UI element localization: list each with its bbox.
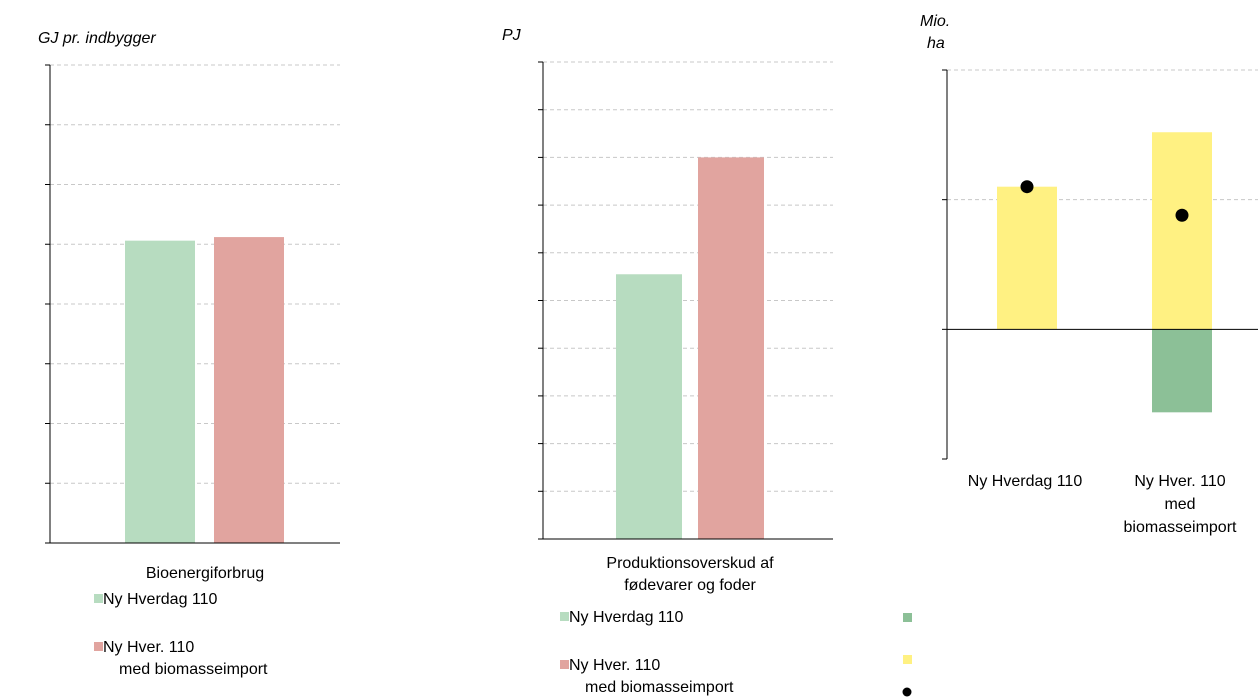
legend-label: Ny Hver. 110 — [569, 657, 660, 674]
chart2-category-labels: Produktionsoverskud af fødevarer og foder — [606, 555, 774, 594]
chart-bioenergiforbrug: GJ pr. indbygger Bioenergiforbrug Ny Hve… — [38, 30, 340, 678]
chart2-y-axis-title: PJ — [502, 27, 522, 44]
netto-dot — [1020, 180, 1034, 194]
chart1-gridlines — [50, 64, 340, 484]
y-axis-title-line: ha — [927, 35, 945, 52]
legend-label: Ny Hver. 110 — [103, 639, 194, 656]
chart1-legend: Ny Hverdag 110 Ny Hver. 110 med biomasseim… — [94, 591, 268, 678]
chart1-axes — [45, 64, 340, 544]
chart1-y-axis-title: GJ pr. indbygger — [38, 30, 156, 47]
legend-swatch — [903, 613, 912, 622]
chart1-bars — [125, 237, 284, 544]
chart3-axes — [942, 69, 1258, 460]
category-label: biomasseimport — [1124, 519, 1237, 536]
chart3-bars — [997, 132, 1212, 413]
chart-arealbalance: Mio. ha Ny Hverdag 110 Ny Hver. 110 med biom… — [902, 13, 1258, 697]
chart2-bars — [616, 157, 764, 539]
category-label: Ny Hver. 110 — [1134, 473, 1225, 490]
legend-swatch — [94, 642, 103, 651]
category-label: med — [1164, 496, 1195, 513]
legend-label: Ny Hverdag 110 — [569, 609, 684, 626]
chart-produktionsoverskud: PJ Produktionsoverskud af fødevarer og fo… — [502, 27, 833, 696]
chart1-category-labels: Bioenergiforbrug — [146, 565, 264, 582]
legend-marker-netto — [902, 687, 912, 697]
legend-label: Ny Hverdag 110 — [103, 591, 218, 608]
chart3-category-labels: Ny Hverdag 110 Ny Hver. 110 med biomasseimp… — [968, 473, 1237, 536]
legend-label: med biomasseimport — [119, 661, 268, 678]
chart2-axes — [538, 61, 833, 540]
category-label: fødevarer og foder — [624, 577, 756, 594]
bar-med-biomasseimport — [698, 157, 764, 539]
chart3-legend — [902, 613, 912, 697]
bar-afgroeder — [1152, 132, 1212, 330]
y-axis-title-line: Mio. — [920, 13, 950, 30]
bar-ny-hverdag-110 — [616, 274, 682, 539]
bar-trae-til-energi — [1152, 329, 1212, 413]
legend-swatch — [94, 594, 103, 603]
chart2-gridlines — [543, 61, 833, 492]
legend-label: med biomasseimport — [585, 679, 734, 696]
bar-ny-hverdag-110 — [125, 240, 195, 544]
netto-dot — [1175, 208, 1189, 222]
bar-med-biomasseimport — [214, 237, 284, 543]
bar-afgroeder — [997, 186, 1057, 330]
chart2-legend: Ny Hverdag 110 Ny Hver. 110 med biomasseim… — [560, 609, 734, 696]
chart3-y-axis-title: Mio. ha — [920, 13, 950, 52]
category-label: Produktionsoverskud af — [606, 555, 774, 572]
category-label: Bioenergiforbrug — [146, 565, 264, 582]
legend-swatch — [903, 655, 912, 664]
category-label: Ny Hverdag 110 — [968, 473, 1083, 490]
legend-swatch — [560, 660, 569, 669]
legend-swatch — [560, 612, 569, 621]
